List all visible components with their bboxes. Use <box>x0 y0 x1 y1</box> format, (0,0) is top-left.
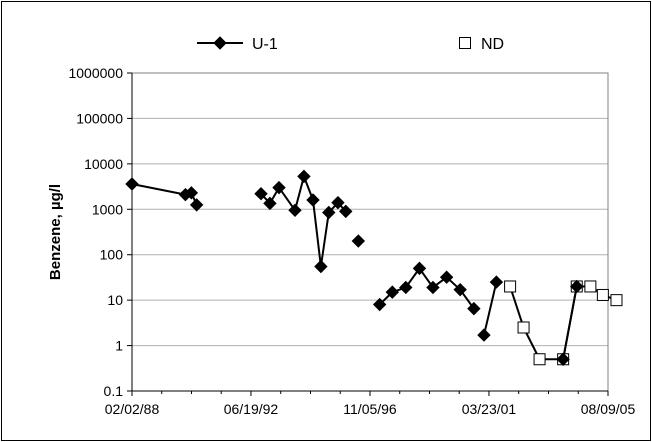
legend-nd-label: ND <box>481 36 504 53</box>
y-tick-label: 100 <box>100 247 124 263</box>
nd-point <box>517 321 530 334</box>
u1-point <box>189 198 204 212</box>
u1-point <box>467 301 481 316</box>
u1-segment <box>131 183 186 196</box>
u1-segment <box>319 212 330 267</box>
y-tick-label: 1000 <box>92 201 123 217</box>
u1-point <box>351 234 366 248</box>
legend: U-1 ND <box>197 36 504 53</box>
gridlines <box>132 117 608 347</box>
x-tick-label: 11/05/96 <box>343 401 397 417</box>
u1-point <box>254 187 268 201</box>
u1-point <box>331 195 345 210</box>
nd-point <box>584 280 597 293</box>
u1-segment <box>294 176 305 211</box>
u1-point <box>489 275 504 289</box>
u1-point <box>272 180 286 195</box>
nd-point <box>596 288 609 301</box>
y-tick-label: 1 <box>115 338 123 354</box>
u1-point <box>439 270 454 284</box>
u1-point <box>288 203 302 218</box>
u1-point <box>306 193 320 207</box>
u1-point <box>426 280 440 295</box>
x-tick-label: 08/09/05 <box>581 401 636 417</box>
nd-point <box>610 294 623 307</box>
y-tick-label: 10000 <box>84 156 123 172</box>
x-tick-label: 06/19/92 <box>224 401 279 417</box>
legend-u1-marker <box>213 36 227 50</box>
axes: 0.1 1 10 100 1000 10000 100000 1000000 02/02/88 0… <box>68 65 635 417</box>
u1-segment <box>483 281 498 336</box>
u1-point <box>263 196 277 211</box>
u1-point <box>412 261 427 276</box>
nd-segment <box>562 286 578 360</box>
u1-point <box>453 282 467 297</box>
series-layer <box>125 169 623 366</box>
y-tick-label: 0.1 <box>104 383 124 399</box>
u1-point <box>556 352 570 366</box>
nd-point <box>504 280 517 293</box>
u1-point <box>184 186 199 200</box>
u1-point <box>477 328 491 342</box>
legend-u1-label: U-1 <box>252 36 278 53</box>
u1-point <box>570 279 584 294</box>
nd-point <box>533 353 546 366</box>
u1-point <box>125 177 139 191</box>
u1-segment <box>312 199 322 267</box>
nd-segment <box>509 286 525 328</box>
legend-nd-marker <box>459 37 471 49</box>
u1-point <box>339 204 353 219</box>
y-axis-title: Benzene, µg/l <box>47 184 64 280</box>
u1-point <box>399 280 413 295</box>
y-tick-label: 10 <box>107 292 123 308</box>
u1-point <box>385 285 400 299</box>
x-tick-label: 02/02/88 <box>105 401 160 417</box>
u1-point <box>297 169 311 184</box>
u1-point <box>372 297 387 312</box>
u1-point <box>314 259 328 274</box>
u1-point <box>322 205 336 220</box>
y-tick-label: 1000000 <box>68 65 123 81</box>
x-tick-label: 03/23/01 <box>462 401 517 417</box>
y-tick-label: 100000 <box>76 110 123 126</box>
